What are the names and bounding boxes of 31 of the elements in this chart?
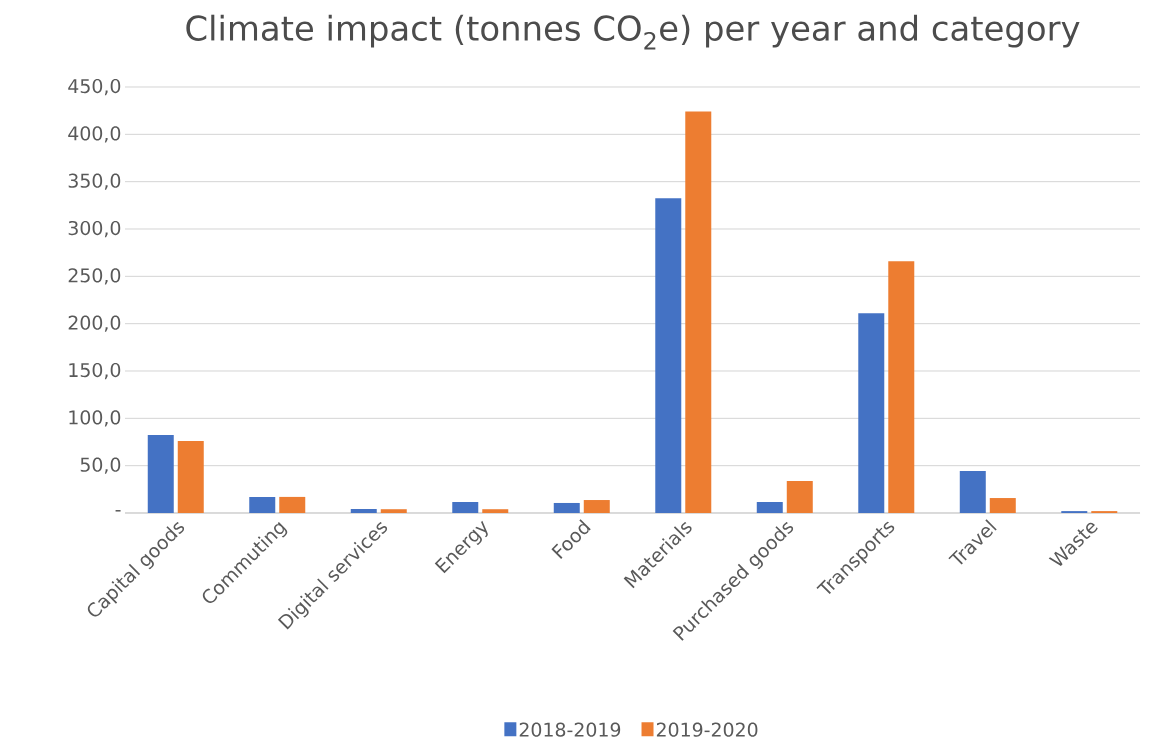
bar [249,497,276,513]
bar [482,509,509,513]
y-tick-label: 350,0 [68,173,121,190]
bar [350,509,377,513]
y-tick-label: 450,0 [68,78,121,96]
y-tick-label: 300,0 [68,220,121,238]
bar [279,496,306,513]
bar [655,198,682,513]
bar [959,471,986,513]
legend-label: 2019-2020 [656,722,758,737]
chart-title: Climate impact (tonnes CO$_{2}$e) per year and category [186,14,1080,50]
bar [989,498,1016,513]
bar [858,313,885,513]
bar [756,502,783,513]
bar [786,481,813,513]
y-tick-label: 50,0 [80,457,121,474]
y-tick-label: 400,0 [68,126,121,143]
bar [147,435,174,513]
legend-label: 2018-2019 [519,722,621,737]
bar [583,500,610,513]
y-tick-label: 250,0 [68,268,121,285]
bar [553,502,580,513]
y-tick-label: 100,0 [69,410,121,427]
bar [452,502,479,513]
y-tick-label: 200,0 [68,315,121,332]
bar [888,261,915,513]
y-tick-label: - [115,510,121,512]
bar [177,441,204,513]
y-tick-label: 150,0 [69,362,121,380]
bar [380,509,407,513]
bar [685,111,712,513]
